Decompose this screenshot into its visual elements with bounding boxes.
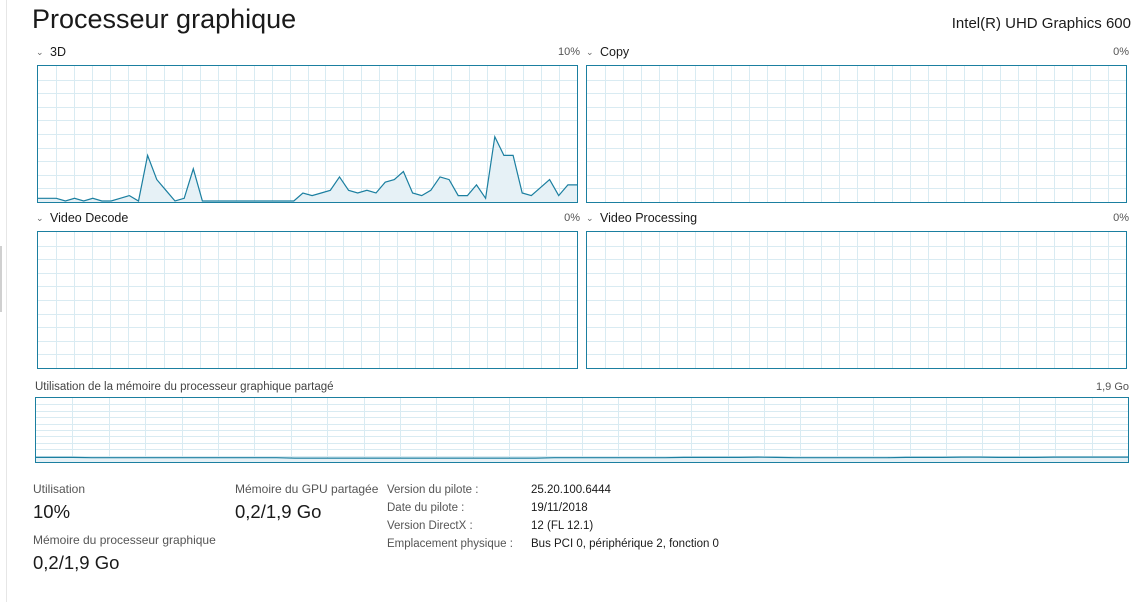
info-value: Bus PCI 0, périphérique 2, fonction 0 [531, 538, 719, 550]
memory-graph [35, 397, 1129, 463]
info-value: 12 (FL 12.1) [531, 520, 594, 532]
info-value: 25.20.100.6444 [531, 484, 611, 496]
graph-selector-video-decode[interactable]: ⌄ Video Decode [36, 211, 128, 225]
chevron-down-icon: ⌄ [36, 212, 44, 223]
utilisation-label: Utilisation [33, 482, 86, 496]
graph-label-video-processing: Video Processing [600, 211, 698, 225]
graph-0-svg [38, 66, 577, 202]
info-row: Version du pilote : 25.20.100.6444 [387, 481, 719, 499]
graph-0-area [38, 136, 577, 202]
memory-graph-max: 1,9 Go [1095, 381, 1129, 393]
graph-3-svg [587, 232, 1126, 368]
graph-max-video-processing: 0% [1113, 212, 1129, 224]
chevron-down-icon: ⌄ [586, 212, 594, 223]
memory-graph-label: Utilisation de la mémoire du processeur … [35, 381, 334, 393]
chevron-down-icon: ⌄ [586, 46, 594, 57]
graph-selector-copy[interactable]: ⌄ Copy [586, 45, 629, 59]
info-key: Version du pilote : [387, 484, 479, 496]
scroll-indicator [0, 246, 2, 312]
device-name: Intel(R) UHD Graphics 600 [951, 15, 1131, 32]
shared-memory-value: 0,2/1,9 Go [235, 501, 322, 522]
graph-max-3d: 10% [557, 46, 580, 58]
info-row: Version DirectX : 12 (FL 12.1) [387, 517, 719, 535]
graph-0-line [38, 134, 577, 202]
graph-label-copy: Copy [600, 45, 630, 59]
page-title: Processeur graphique [32, 4, 297, 34]
info-key: Date du pilote : [387, 502, 465, 514]
gpu-memory-value: 0,2/1,9 Go [33, 552, 120, 573]
left-border [0, 0, 7, 602]
info-key: Emplacement physique : [387, 538, 513, 550]
graph-selector-video-processing[interactable]: ⌄ Video Processing [586, 211, 697, 225]
chevron-down-icon: ⌄ [36, 46, 44, 57]
memory-graph-line [36, 456, 1128, 459]
info-key: Version DirectX : [387, 520, 473, 532]
gpu-memory-label: Mémoire du processeur graphique [33, 533, 216, 547]
shared-memory-label: Mémoire du GPU partagée [235, 482, 379, 496]
memory-graph-svg [36, 398, 1128, 462]
utilisation-value: 10% [33, 501, 71, 522]
graph-1-svg [587, 66, 1126, 202]
graph-max-video-decode: 0% [564, 212, 580, 224]
graph-selector-3d[interactable]: ⌄ 3D [36, 45, 66, 59]
graph-max-copy: 0% [1113, 46, 1129, 58]
graph-video-processing [586, 231, 1127, 369]
graph-copy [586, 65, 1127, 203]
graph-label-3d: 3D [50, 45, 66, 59]
graph-video-decode [37, 231, 578, 369]
graph-label-video-decode: Video Decode [50, 211, 129, 225]
info-row: Emplacement physique : Bus PCI 0, périphé… [387, 535, 719, 553]
info-value: 19/11/2018 [531, 502, 588, 514]
info-row: Date du pilote : 19/11/2018 [387, 499, 719, 517]
graph-2-svg [38, 232, 577, 368]
graph-3d [37, 65, 578, 203]
driver-info: Version du pilote : 25.20.100.6444 Date d… [387, 481, 719, 553]
